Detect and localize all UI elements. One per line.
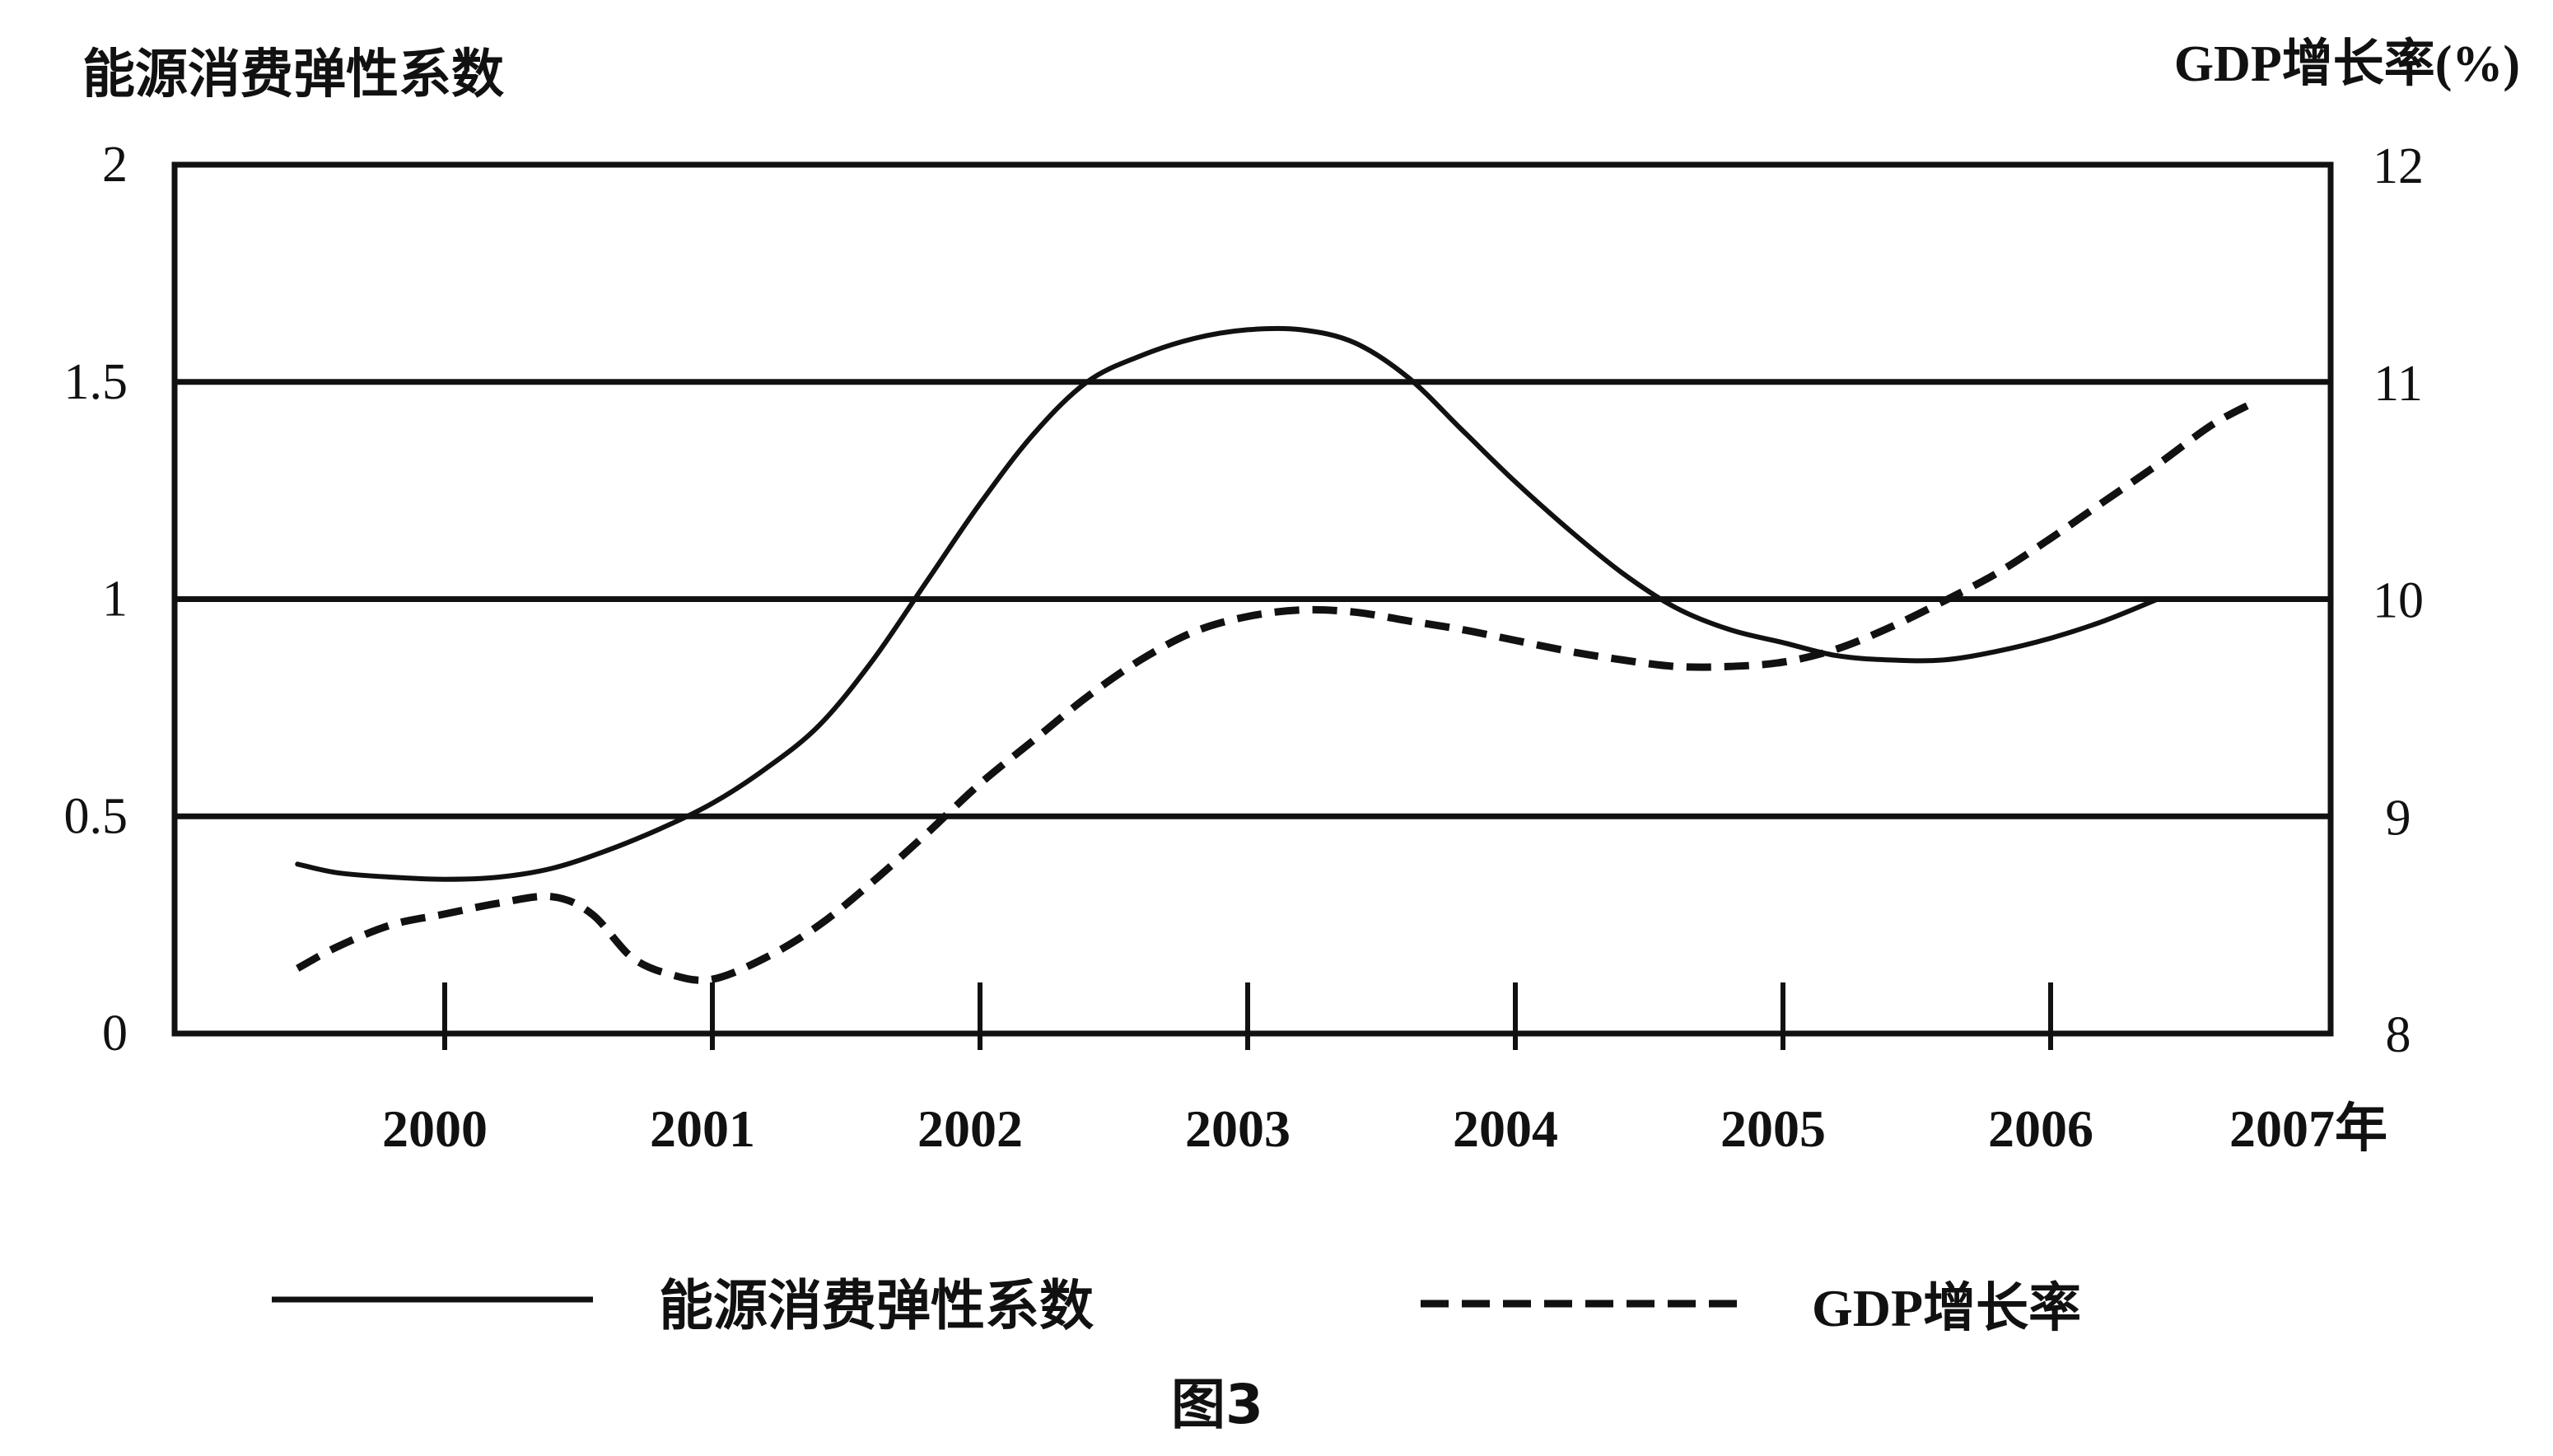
- x-tick-label-6: 2006: [1988, 1099, 2093, 1158]
- series-line-energy-elasticity: [295, 325, 2160, 882]
- y-right-tick-label-3: 11: [2373, 356, 2423, 412]
- y-right-tick-label-0: 8: [2386, 1007, 2411, 1063]
- y-left-tick-label-1: 0.5: [64, 788, 128, 844]
- legend: 能源消费弹性系数 GDP增长率: [272, 1274, 2081, 1337]
- x-tick-label-4: 2004: [1453, 1099, 1558, 1158]
- y-axis-left-tick-labels: 0 0.5 1 1.5 2: [64, 137, 128, 1062]
- y-right-tick-label-4: 12: [2373, 138, 2424, 194]
- y-left-tick-label-0: 0: [102, 1006, 128, 1062]
- x-axis-ticks: [442, 982, 2053, 1050]
- x-tick-label-5: 2005: [1720, 1099, 1826, 1158]
- y-axis-right-title: GDP增长率(%): [2174, 35, 2520, 92]
- legend-label-gdp-growth: GDP增长率: [1812, 1279, 2081, 1337]
- y-axis-left-title: 能源消费弹性系数: [82, 44, 504, 105]
- y-left-tick-label-2: 1: [102, 572, 128, 628]
- x-tick-label-7: 2007年: [2229, 1099, 2387, 1158]
- y-right-tick-label-1: 9: [2386, 790, 2411, 846]
- legend-label-energy-elasticity: 能源消费弹性系数: [659, 1274, 1094, 1337]
- figure-caption: 图3: [1171, 1373, 1263, 1436]
- y-axis-right-tick-labels: 8 9 10 11 12: [2373, 138, 2424, 1063]
- series-line-gdp-growth: [296, 400, 2253, 984]
- x-tick-label-1: 2001: [650, 1099, 755, 1158]
- x-tick-label-0: 2000: [382, 1099, 488, 1158]
- y-left-tick-label-4: 2: [102, 137, 128, 193]
- x-tick-label-2: 2002: [917, 1099, 1023, 1158]
- gridlines: [175, 379, 2331, 819]
- x-tick-label-3: 2003: [1185, 1099, 1291, 1158]
- y-right-tick-label-2: 10: [2373, 573, 2424, 629]
- x-axis-tick-labels: 2000 2001 2002 2003 2004 2005 2006 2007年: [382, 1099, 2387, 1158]
- y-left-tick-label-3: 1.5: [64, 354, 128, 410]
